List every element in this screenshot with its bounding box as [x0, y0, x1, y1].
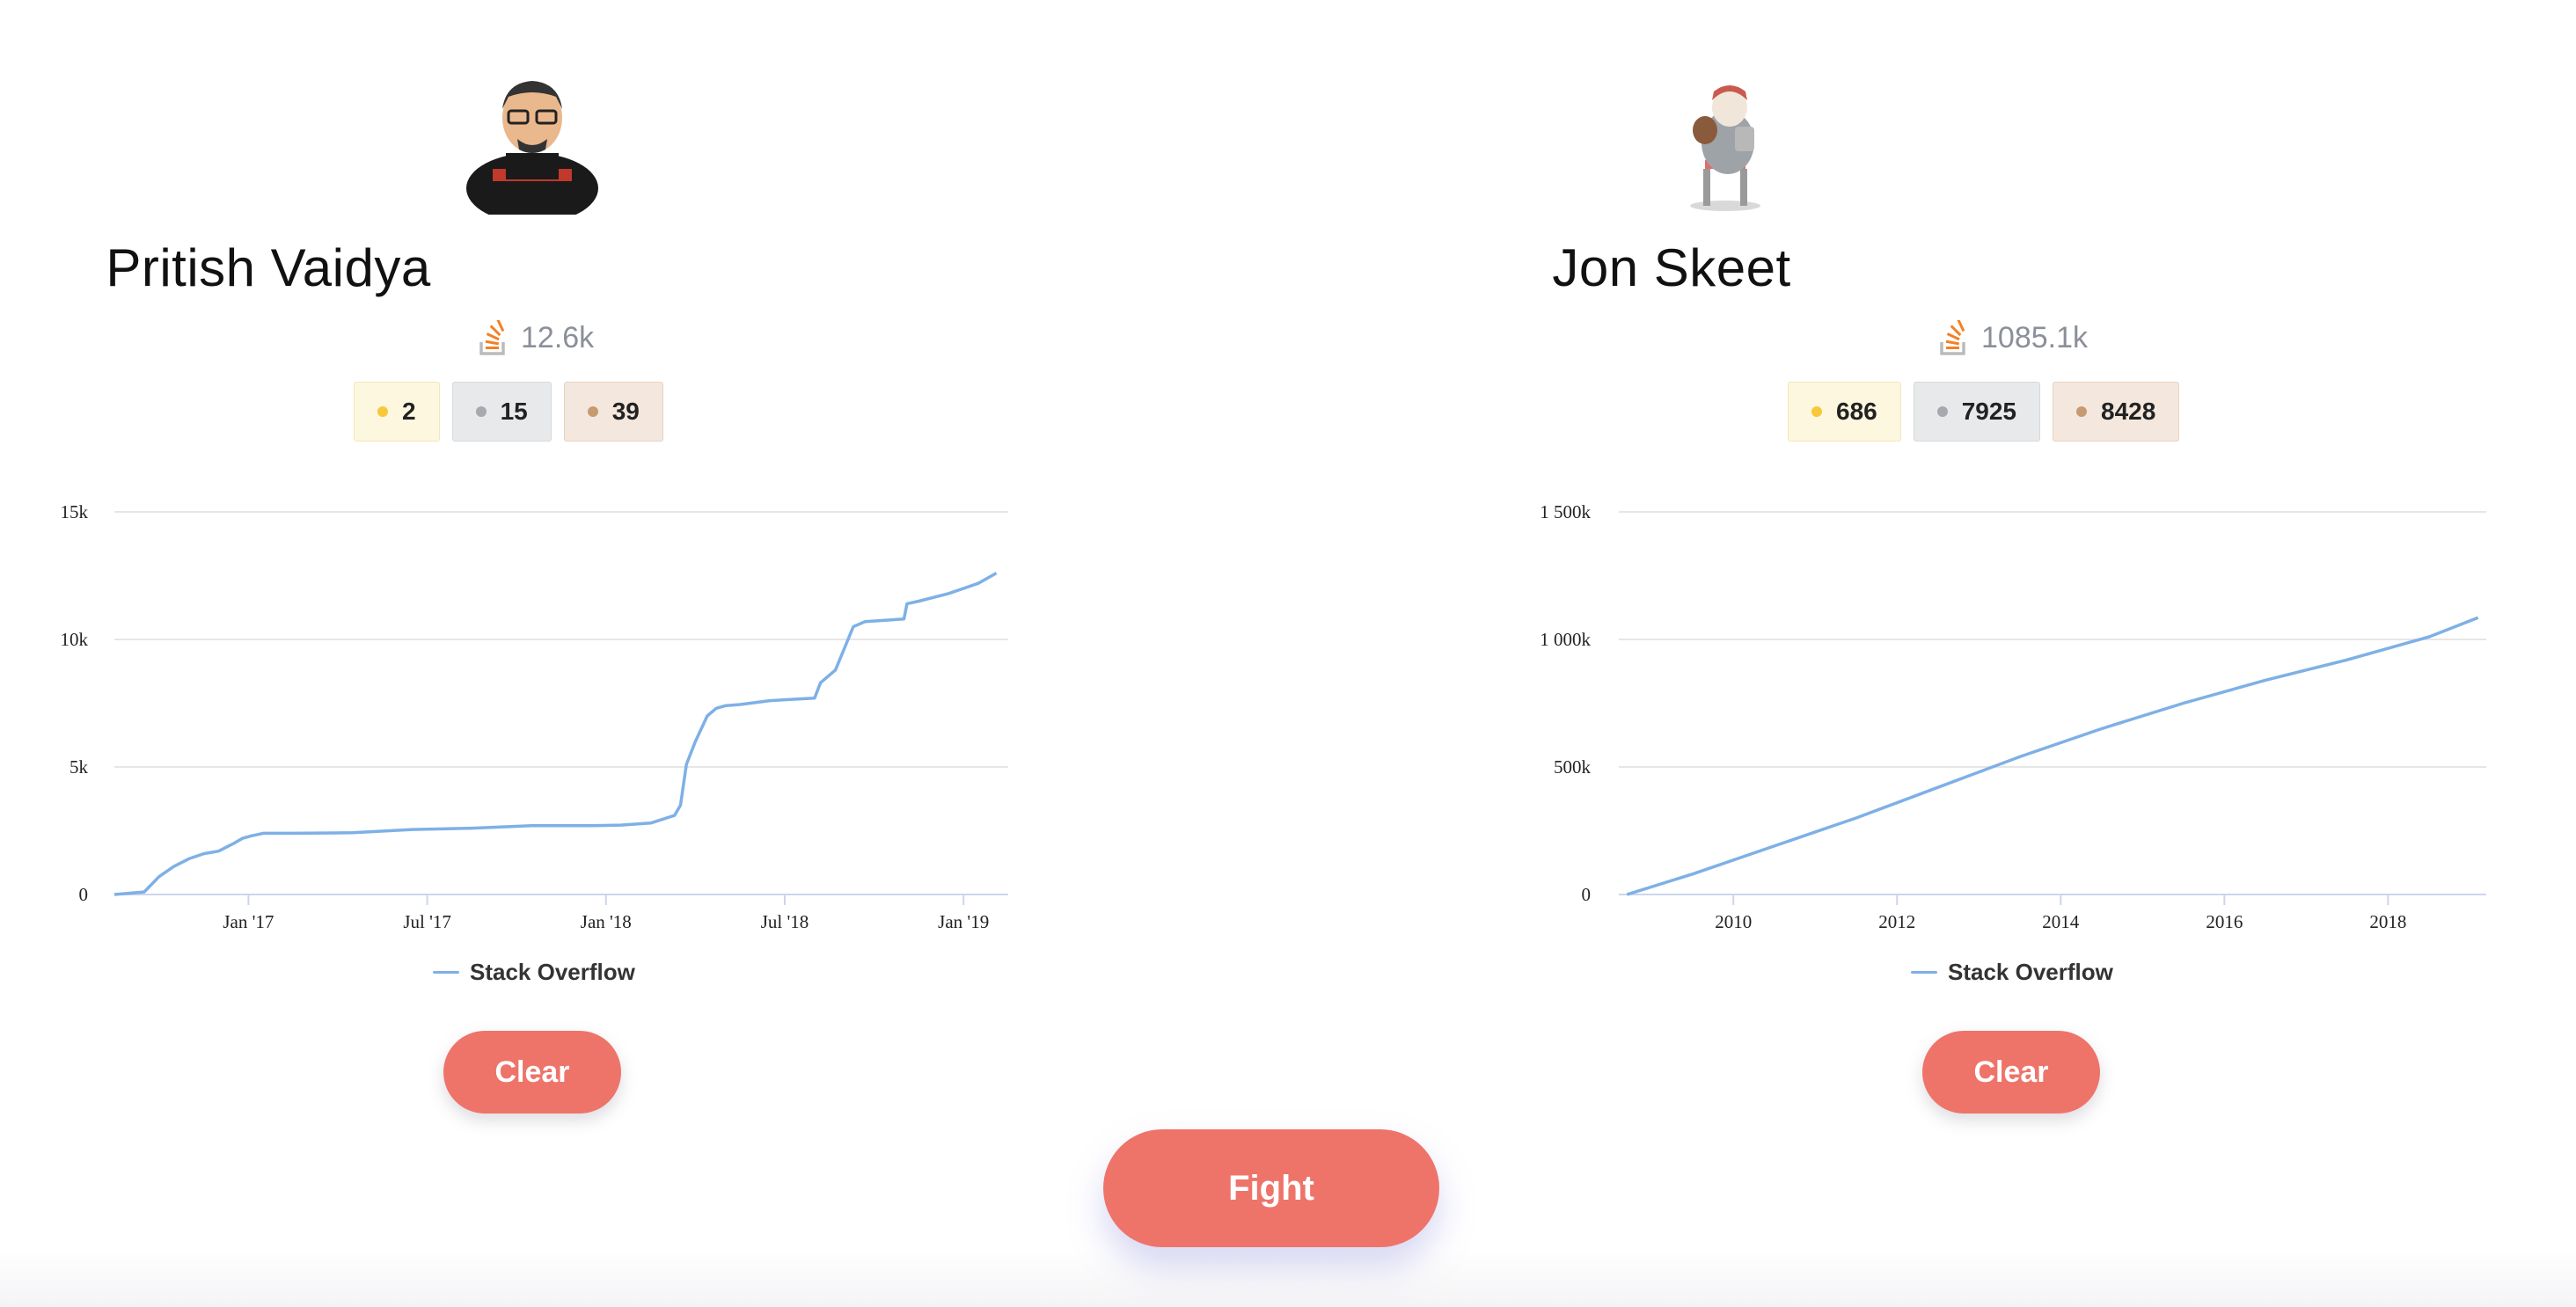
silver-dot-icon [475, 406, 487, 417]
x-tick-label: Jul '18 [761, 911, 809, 932]
y-tick-label: 15k [61, 501, 89, 522]
gold-badge: 2 [354, 382, 440, 442]
user-panel-left: Pritish Vaidya 12.6k 2 15 39 0 5k 10k 15k Ja… [0, 0, 1056, 1135]
x-tick-label: Jul '17 [403, 911, 451, 932]
silver-dot-icon [1936, 406, 1948, 417]
badge-group: 2 15 39 [354, 382, 663, 442]
user-panel-right: Jon Skeet 1085.1k 686 7925 8428 0 500k 1 0… [1478, 0, 2534, 1135]
y-tick-label: 10k [61, 629, 89, 650]
stackoverflow-icon [1940, 320, 1965, 355]
avatar [1690, 85, 1760, 211]
user-name: Pritish Vaidya [106, 238, 431, 297]
x-tick-label: Jan '19 [938, 911, 989, 932]
x-tick-label: Jan '17 [223, 911, 274, 932]
x-tick-label: 2012 [1878, 911, 1915, 932]
y-tick-label: 0 [79, 884, 89, 905]
clear-button[interactable]: Clear [1922, 1031, 2100, 1114]
silver-badge: 7925 [1913, 382, 2041, 442]
reputation: 12.6k [479, 318, 594, 357]
chart-legend[interactable]: Stack Overflow [433, 959, 635, 986]
bronze-count: 39 [611, 398, 640, 425]
y-tick-label: 0 [1582, 884, 1592, 905]
x-tick-label: Jan '18 [581, 911, 632, 932]
series-line [1626, 616, 2479, 896]
bronze-dot-icon [587, 406, 598, 417]
bronze-badge: 8428 [2053, 382, 2180, 442]
stackoverflow-icon [479, 320, 505, 355]
gold-badge: 686 [1788, 382, 1901, 442]
reputation-chart: 0 500k 1 000k 1 500k 2010 2012 2014 2016 2018 [1478, 493, 2534, 1003]
reputation-value: 1085.1k [1981, 320, 2088, 354]
avatar [466, 81, 598, 215]
y-tick-label: 1 000k [1540, 629, 1591, 650]
bronze-badge: 39 [563, 382, 663, 442]
y-tick-label: 500k [1554, 756, 1592, 778]
series-line [113, 572, 998, 896]
reputation-chart-svg: 0 500k 1 000k 1 500k 2010 2012 2014 2016 2018 [1540, 501, 2486, 932]
x-tick-label: 2018 [2369, 911, 2406, 932]
chart-legend[interactable]: Stack Overflow [1911, 959, 2113, 986]
legend-label: Stack Overflow [1948, 959, 2113, 985]
gold-count: 686 [1836, 398, 1877, 425]
bronze-count: 8428 [2101, 398, 2156, 425]
user-name: Jon Skeet [1552, 238, 1791, 297]
legend-swatch [1911, 971, 1937, 974]
reputation-value: 12.6k [521, 320, 595, 354]
clear-button[interactable]: Clear [443, 1031, 621, 1114]
fight-button[interactable]: Fight [1103, 1129, 1439, 1247]
silver-badge: 15 [451, 382, 552, 442]
x-tick-label: 2014 [2042, 911, 2080, 932]
silver-count: 15 [500, 398, 528, 425]
legend-label: Stack Overflow [470, 959, 635, 985]
y-tick-label: 5k [70, 756, 89, 778]
legend-swatch [433, 971, 459, 974]
y-tick-label: 1 500k [1540, 501, 1591, 522]
x-tick-label: 2016 [2206, 911, 2243, 932]
x-tick-label: 2010 [1715, 911, 1752, 932]
reputation-chart-svg: 0 5k 10k 15k Jan '17 Jul '17 Jan '18 Jul '18 Jan… [61, 501, 1008, 932]
gold-count: 2 [402, 398, 416, 425]
bronze-dot-icon [2076, 406, 2088, 417]
silver-count: 7925 [1961, 398, 2017, 425]
badge-group: 686 7925 8428 [1788, 382, 2180, 442]
gold-dot-icon [377, 406, 388, 417]
reputation: 1085.1k [1939, 318, 2088, 357]
gold-dot-icon [1811, 406, 1822, 417]
reputation-chart: 0 5k 10k 15k Jan '17 Jul '17 Jan '18 Jul '18 Jan… [0, 493, 1056, 1003]
